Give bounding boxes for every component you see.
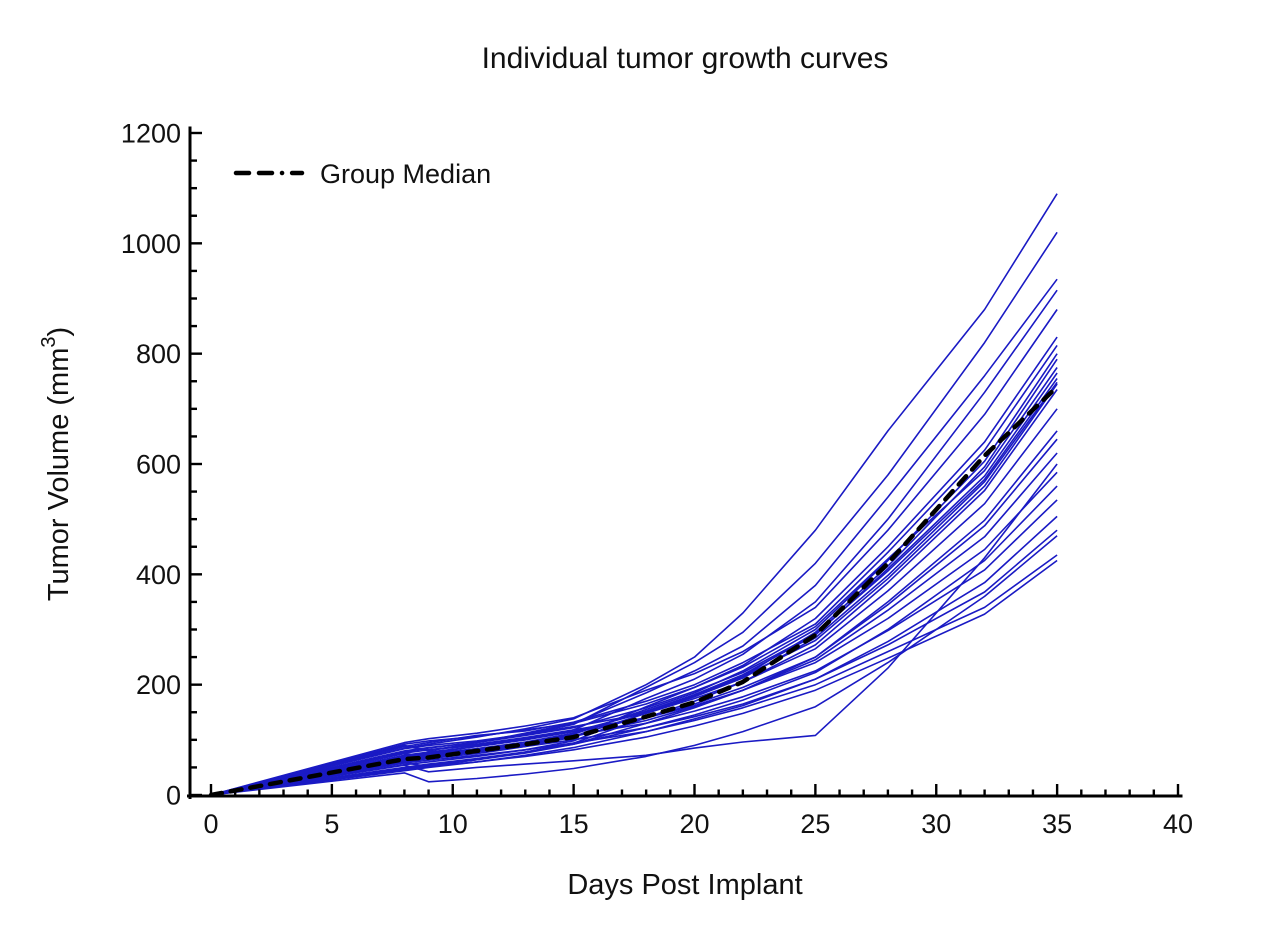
- tumor-curve-7: [210, 344, 1058, 796]
- x-axis-title: Days Post Implant: [567, 869, 802, 901]
- tumor-curve-23: [210, 499, 1058, 796]
- y-tick-label-800: 800: [136, 339, 181, 369]
- tumor-curve-11: [210, 372, 1058, 796]
- x-tick-label-40: 40: [1163, 809, 1193, 839]
- tumor-curve-22: [210, 485, 1058, 796]
- x-tick-label-15: 15: [559, 809, 589, 839]
- axes: 0 5 10 15 20 25 30 35 40 0 200 400 600 800 1000 1200: [121, 119, 1193, 840]
- y-axis-title-superscript: 3: [38, 337, 60, 348]
- tumor-curve-24: [210, 515, 1058, 796]
- y-axis-title-main: Tumor Volume (mm: [43, 348, 75, 602]
- tumor-curve-18: [210, 438, 1058, 796]
- y-tick-label-400: 400: [136, 560, 181, 590]
- chart-title: Individual tumor growth curves: [482, 42, 889, 75]
- y-axis-ticks: [190, 131, 202, 797]
- y-tick-label-1000: 1000: [121, 229, 181, 259]
- x-tick-label-20: 20: [679, 809, 709, 839]
- tumor-curve-1: [210, 193, 1058, 796]
- y-tick-label-1200: 1200: [121, 119, 181, 149]
- tumor-curve-26: [210, 535, 1058, 796]
- legend: Group Median: [233, 159, 491, 189]
- y-axis-tick-labels: 0 200 400 600 800 1000 1200: [121, 119, 181, 811]
- tumor-curve-19: [210, 452, 1058, 796]
- tumor-curve-16: [210, 408, 1058, 796]
- y-tick-label-200: 200: [136, 670, 181, 700]
- y-tick-label-600: 600: [136, 450, 181, 480]
- y-axis-title-close: ): [43, 327, 75, 337]
- tumor-curve-28: [210, 559, 1058, 796]
- tumor-curve-27: [210, 554, 1058, 796]
- x-axis-ticks: [209, 784, 1180, 796]
- x-tick-label-35: 35: [1042, 809, 1072, 839]
- tumor-curve-3: [210, 278, 1058, 796]
- individual-tumor-curves: [210, 193, 1058, 796]
- y-axis-title: Tumor Volume (mm3): [38, 327, 75, 601]
- x-tick-label-0: 0: [203, 809, 218, 839]
- x-axis-tick-labels: 0 5 10 15 20 25 30 35 40: [203, 809, 1193, 839]
- tumor-curve-10: [210, 367, 1058, 796]
- group-median-line: [208, 384, 1060, 798]
- legend-label: Group Median: [320, 159, 491, 189]
- tumor-curve-12: [210, 378, 1058, 796]
- tumor-curve-20: [210, 463, 1058, 796]
- x-tick-label-5: 5: [324, 809, 339, 839]
- tumor-curve-8: [210, 353, 1058, 796]
- y-tick-label-0: 0: [166, 781, 181, 811]
- tumor-curve-5: [210, 309, 1058, 796]
- x-tick-label-25: 25: [800, 809, 830, 839]
- x-tick-label-10: 10: [438, 809, 468, 839]
- x-tick-label-30: 30: [921, 809, 951, 839]
- tumor-curve-14: [210, 383, 1058, 796]
- tumor-curve-17: [210, 430, 1058, 796]
